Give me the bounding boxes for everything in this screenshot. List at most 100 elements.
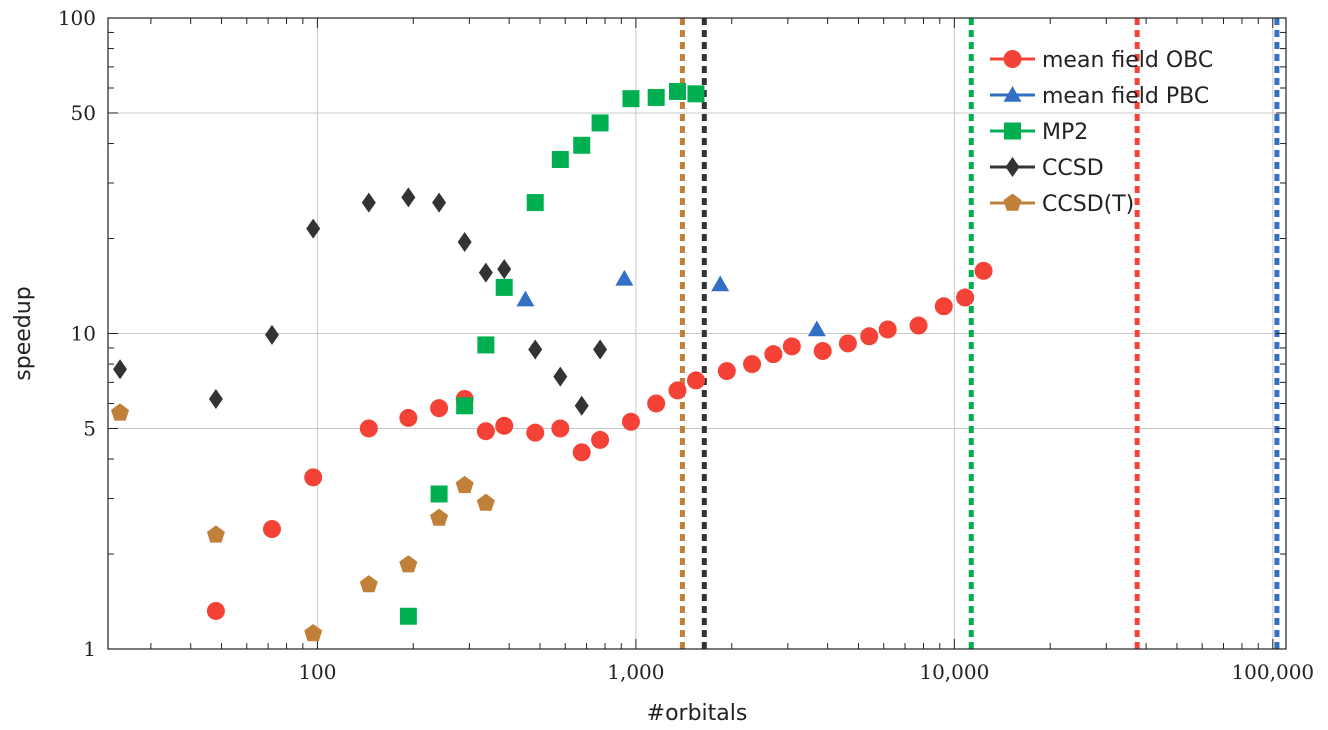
data-point [359, 575, 378, 593]
data-point [572, 443, 591, 462]
data-point [359, 419, 378, 438]
data-point [430, 399, 449, 418]
x-axis-title: #orbitals [647, 701, 748, 726]
data-point [495, 278, 513, 296]
data-point [430, 485, 448, 503]
legend-label: mean field OBC [1042, 48, 1213, 73]
data-point [476, 493, 495, 511]
legend-label: MP2 [1042, 120, 1088, 145]
data-point [526, 423, 545, 442]
data-point [551, 419, 570, 438]
data-point [956, 288, 975, 307]
data-point [497, 259, 512, 280]
legend-label: CCSD [1042, 156, 1104, 181]
data-point [457, 231, 472, 252]
data-point [764, 345, 783, 364]
series-mean-field-obc [206, 261, 993, 620]
data-point [206, 601, 225, 620]
data-point [743, 355, 762, 374]
data-point [553, 366, 568, 387]
y-tick-label: 100 [58, 6, 96, 30]
data-point [591, 114, 609, 132]
axis-ticks [108, 18, 1286, 650]
legend-swatch-marker [1004, 122, 1021, 140]
data-point [477, 336, 495, 354]
data-point [573, 136, 591, 154]
legend-swatch-marker [1005, 157, 1020, 177]
data-point [361, 192, 376, 213]
series-ccsd [113, 187, 608, 416]
data-point [838, 334, 857, 353]
data-point [113, 359, 128, 380]
data-point [476, 422, 495, 441]
data-point [574, 395, 589, 416]
legend-swatch-marker [1003, 193, 1022, 211]
data-point [687, 85, 705, 103]
data-point [551, 151, 569, 169]
data-point [304, 468, 323, 487]
data-point [807, 320, 826, 337]
series-mp2 [399, 82, 705, 625]
data-point [478, 262, 493, 283]
data-point [401, 187, 416, 208]
y-tick-label: 10 [71, 322, 96, 346]
data-point [262, 520, 281, 539]
data-point [432, 192, 447, 213]
data-point [456, 397, 474, 415]
series-ccsd-t- [111, 403, 495, 642]
data-point [455, 475, 474, 494]
data-point [208, 389, 223, 410]
data-point [813, 342, 832, 361]
data-point [647, 88, 665, 106]
data-point [399, 408, 418, 427]
data-point [860, 327, 879, 346]
data-point [306, 218, 321, 239]
data-point [668, 82, 686, 100]
y-tick-label: 1 [83, 637, 96, 661]
legend-label: mean field PBC [1042, 84, 1209, 109]
data-point [686, 371, 705, 390]
data-point [615, 269, 634, 286]
data-point [206, 525, 225, 543]
legend-swatch-marker [1003, 86, 1022, 102]
legend: mean field OBC mean field PBC MP2 CCSD CCSD(… [990, 48, 1213, 217]
data-points [111, 82, 993, 642]
x-tick-label: 100 [298, 660, 336, 684]
data-point [399, 555, 418, 573]
y-tick-label: 5 [83, 416, 96, 440]
x-tick-label: 1,000 [607, 660, 664, 684]
legend-swatch-marker [1003, 50, 1022, 68]
data-point [647, 394, 666, 413]
data-point [909, 316, 928, 335]
data-point [622, 90, 640, 108]
data-point [974, 261, 993, 280]
data-point [668, 381, 687, 400]
data-point [528, 339, 543, 360]
data-point [593, 339, 608, 360]
data-point [711, 275, 730, 292]
data-point [717, 362, 736, 381]
data-point [878, 320, 897, 339]
y-tick-label: 50 [71, 101, 96, 125]
data-point [591, 430, 610, 449]
tick-labels: 100 1,000 10,000 100,000 1 5 10 50 100 [58, 6, 1314, 684]
data-point [304, 624, 323, 642]
series-mean-field-pbc [516, 269, 826, 337]
x-tick-label: 100,000 [1231, 660, 1314, 684]
data-point [399, 607, 417, 625]
legend-label: CCSD(T) [1042, 192, 1134, 217]
x-tick-label: 10,000 [919, 660, 989, 684]
plot-frame [107, 17, 1287, 650]
data-point [526, 194, 544, 212]
data-point [264, 324, 279, 345]
data-point [516, 290, 535, 307]
data-point [111, 403, 130, 421]
data-point [782, 337, 801, 356]
data-point [495, 416, 514, 435]
grid-lines [108, 17, 1286, 650]
y-axis-title: speedup [11, 286, 36, 380]
data-point [934, 297, 953, 316]
data-point [621, 412, 640, 431]
data-point [430, 508, 449, 526]
